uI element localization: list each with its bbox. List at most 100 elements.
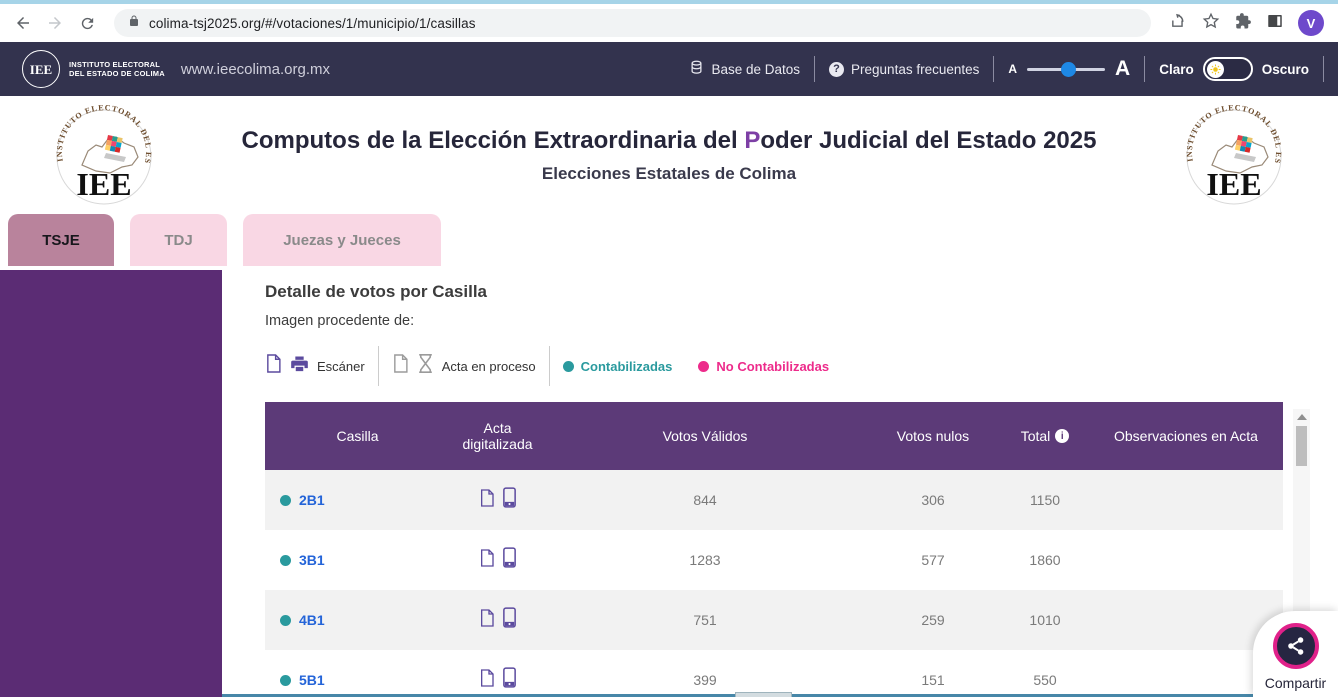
acta-digitalizada-cell bbox=[450, 666, 545, 694]
casilla-cell: 3B1 bbox=[265, 552, 450, 568]
table-row: 2B1 844 306 1150 bbox=[265, 470, 1283, 530]
forward-button[interactable] bbox=[42, 10, 68, 36]
counted-dot-icon bbox=[280, 674, 291, 686]
counted-dot-icon bbox=[280, 554, 291, 566]
votos-nulos-value: 577 bbox=[921, 552, 945, 568]
sidebar bbox=[0, 270, 222, 697]
column-header: Acta digitalizada bbox=[462, 420, 533, 452]
casilla-cell: 4B1 bbox=[265, 612, 450, 628]
acta-document-icon[interactable] bbox=[479, 668, 495, 693]
database-link[interactable]: Base de Datos bbox=[689, 60, 800, 78]
tab-tsje[interactable]: TSJE bbox=[8, 214, 114, 266]
casilla-link[interactable]: 2B1 bbox=[299, 492, 325, 508]
votos-validos-value: 751 bbox=[693, 612, 717, 628]
acta-mobile-icon[interactable] bbox=[502, 606, 517, 634]
font-size-slider[interactable] bbox=[1027, 61, 1106, 77]
acta-mobile-icon[interactable] bbox=[502, 666, 517, 694]
casilla-link[interactable]: 5B1 bbox=[299, 672, 325, 688]
font-size-slider-knob[interactable] bbox=[1061, 61, 1077, 77]
column-header: Votos Válidos bbox=[662, 428, 748, 444]
total-value: 550 bbox=[1033, 672, 1057, 688]
casilla-cell: 5B1 bbox=[265, 672, 450, 688]
scrollbar-thumb[interactable] bbox=[1296, 426, 1307, 466]
in-process-label: Acta en proceso bbox=[441, 358, 536, 374]
bookmark-star-icon[interactable] bbox=[1202, 12, 1220, 35]
website-link[interactable]: www.ieecolima.org.mx bbox=[180, 60, 331, 78]
reload-button[interactable] bbox=[74, 10, 100, 36]
acta-mobile-icon[interactable] bbox=[502, 486, 517, 514]
theme-toggle[interactable] bbox=[1202, 57, 1253, 81]
acta-digitalizada-cell bbox=[450, 546, 545, 574]
legend-no-contabilizadas: No Contabilizadas bbox=[698, 359, 829, 374]
acta-digitalizada-cell bbox=[450, 486, 545, 514]
browser-actions: V bbox=[1165, 10, 1328, 36]
horizontal-scrollbar[interactable] bbox=[222, 692, 1338, 697]
not-counted-dot-icon bbox=[698, 360, 710, 372]
acta-document-icon[interactable] bbox=[479, 608, 495, 633]
nav-divider bbox=[1323, 56, 1324, 82]
share-icon bbox=[1287, 637, 1303, 655]
section-heading: Detalle de votos por Casilla bbox=[265, 282, 488, 301]
votos-validos-value: 844 bbox=[693, 492, 717, 508]
theme-toggle-knob[interactable] bbox=[1206, 60, 1224, 78]
banner-titles: Computos de la Elección Extraordinaria d… bbox=[156, 127, 1182, 184]
printer-icon bbox=[289, 354, 310, 379]
tab-bar: TSJE TDJ Juezas y Jueces bbox=[0, 214, 1338, 270]
table-header: Casilla Acta digitalizada Votos Válidos Vot… bbox=[265, 402, 1283, 470]
banner: INSTITUTO ELECTORAL DEL ESTADO DE COLIMA… bbox=[0, 96, 1338, 214]
counted-dot-icon bbox=[280, 494, 291, 506]
tab-juezas-y-jueces[interactable]: Juezas y Jueces bbox=[243, 214, 441, 266]
acta-mobile-icon[interactable] bbox=[502, 546, 517, 574]
nav-divider bbox=[814, 56, 816, 82]
iee-nav-logo-text: IEE bbox=[29, 61, 53, 77]
acta-document-icon[interactable] bbox=[479, 488, 495, 513]
page-title: Computos de la Elección Extraordinaria d… bbox=[241, 126, 1097, 154]
legend-divider bbox=[377, 346, 379, 386]
document-icon bbox=[392, 353, 409, 379]
column-header: Casilla bbox=[336, 428, 379, 444]
svg-text:IEE: IEE bbox=[1206, 166, 1261, 202]
scrollbar-up-arrow-icon[interactable] bbox=[1296, 414, 1307, 420]
casilla-link[interactable]: 4B1 bbox=[299, 612, 325, 628]
nav-divider bbox=[1144, 56, 1146, 82]
table-row: 4B1 751 259 1010 bbox=[265, 590, 1283, 650]
side-panel-icon[interactable] bbox=[1266, 12, 1284, 35]
font-size-small-label[interactable]: A bbox=[1008, 62, 1018, 76]
org-name: INSTITUTO ELECTORAL DEL ESTADO DE COLIMA bbox=[69, 59, 165, 78]
page-subtitle: Elecciones Estatales de Colima bbox=[541, 163, 797, 183]
nav-divider bbox=[993, 56, 995, 82]
casilla-link[interactable]: 3B1 bbox=[299, 552, 325, 568]
acta-document-icon[interactable] bbox=[479, 548, 495, 573]
share-label: Compartir bbox=[1264, 675, 1327, 691]
column-header: Total i bbox=[1001, 422, 1089, 450]
question-icon: ? bbox=[829, 61, 845, 77]
url-text[interactable]: colima-tsj2025.org/#/votaciones/1/munici… bbox=[149, 15, 476, 31]
font-size-large-label[interactable]: A bbox=[1115, 57, 1131, 80]
profile-avatar[interactable]: V bbox=[1298, 10, 1324, 36]
address-bar[interactable]: colima-tsj2025.org/#/votaciones/1/munici… bbox=[114, 9, 1151, 37]
site-nav: IEE INSTITUTO ELECTORAL DEL ESTADO DE CO… bbox=[0, 42, 1338, 96]
votos-nulos-value: 306 bbox=[921, 492, 945, 508]
share-button[interactable] bbox=[1272, 623, 1319, 669]
not-counted-label: No Contabilizadas bbox=[716, 358, 830, 374]
votos-validos-value: 399 bbox=[693, 672, 717, 688]
total-value: 1860 bbox=[1029, 552, 1061, 568]
back-button[interactable] bbox=[10, 10, 36, 36]
dark-mode-label: Oscuro bbox=[1261, 61, 1309, 77]
iee-logo-left: INSTITUTO ELECTORAL DEL ESTADO DE COLIMA… bbox=[52, 103, 152, 205]
legend-contabilizadas: Contabilizadas bbox=[562, 359, 672, 374]
faq-link[interactable]: ? Preguntas frecuentes bbox=[829, 61, 979, 77]
votos-validos-value: 1283 bbox=[689, 552, 721, 568]
table-row: 3B1 1283 577 1860 bbox=[265, 530, 1283, 590]
table-body: 2B1 844 306 1150 3B1 1283 577 1860 4B1 751 259 1010… bbox=[265, 470, 1283, 697]
iee-nav-logo-icon: IEE bbox=[22, 50, 60, 88]
total-info-icon[interactable]: i bbox=[1055, 429, 1070, 443]
tab-tdj[interactable]: TDJ bbox=[130, 214, 227, 266]
database-icon bbox=[689, 60, 704, 78]
sun-icon bbox=[1210, 63, 1221, 75]
share-page-icon[interactable] bbox=[1169, 12, 1188, 34]
horizontal-scrollbar-thumb[interactable] bbox=[735, 692, 792, 697]
extensions-puzzle-icon[interactable] bbox=[1234, 12, 1252, 35]
window-top-strip bbox=[0, 0, 1338, 4]
